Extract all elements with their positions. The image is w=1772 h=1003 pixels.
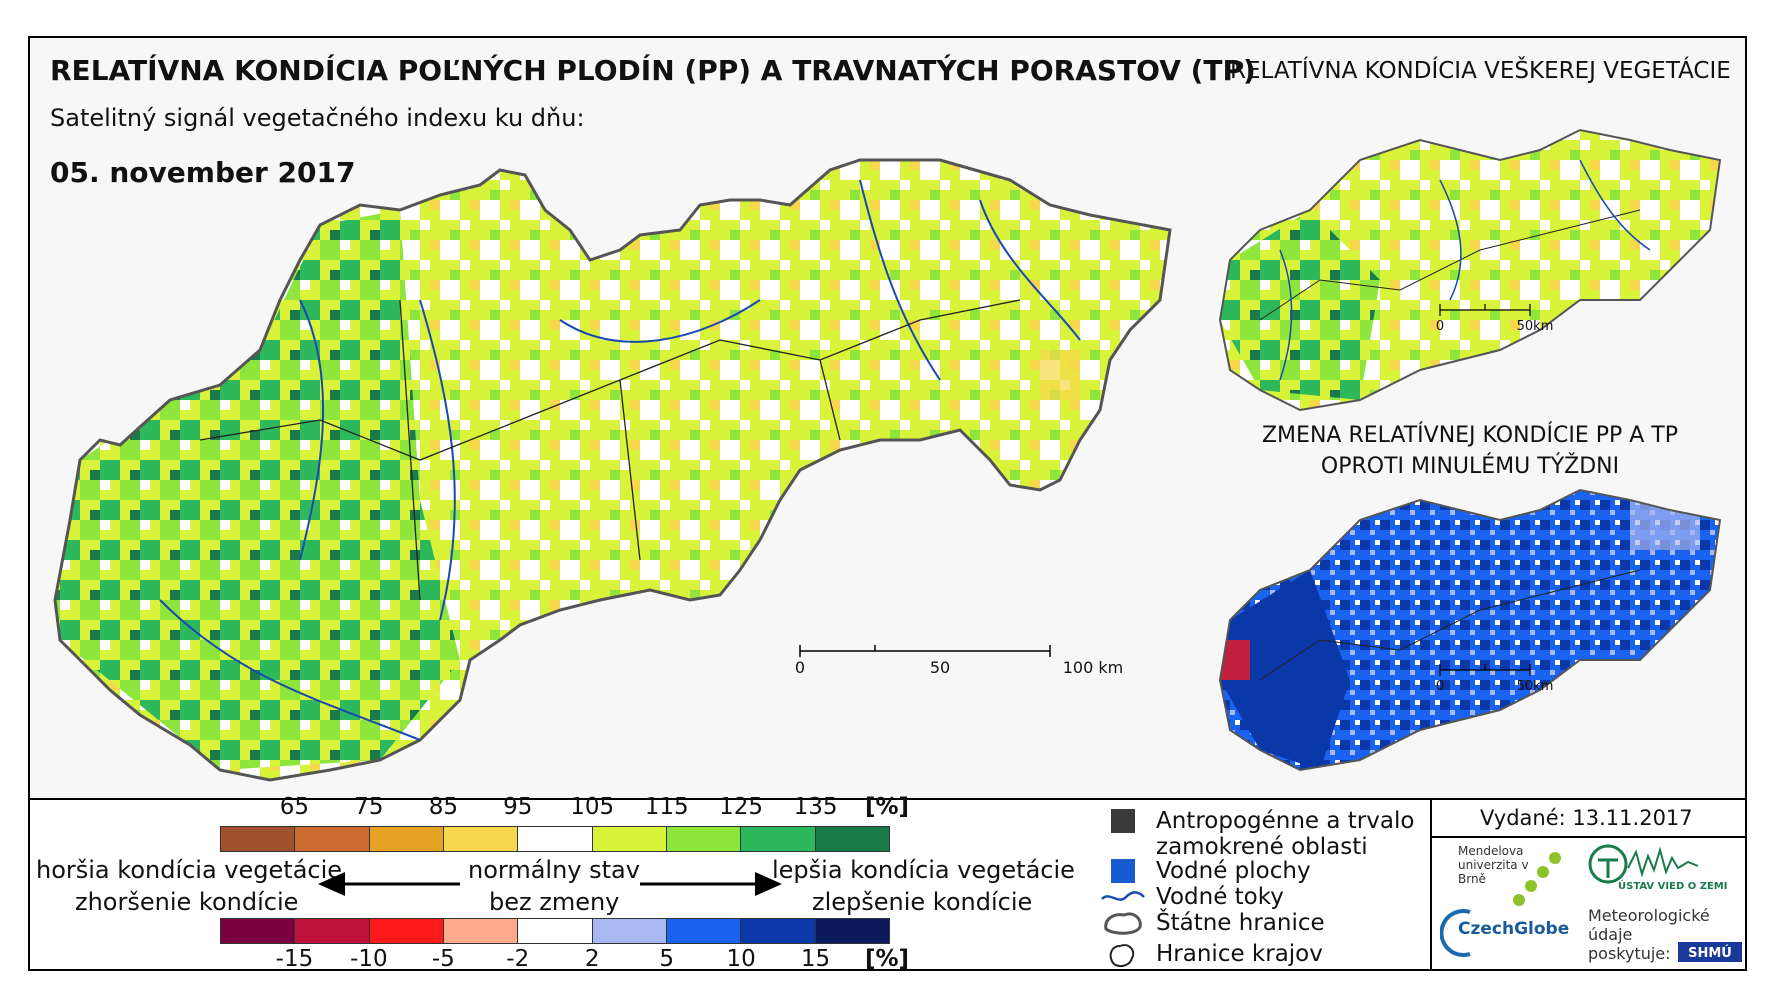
issued-divider — [1430, 836, 1747, 838]
mendel-logo-text: Mendelova univerzita v Brně — [1458, 844, 1529, 886]
legend-region-border: Hranice krajov — [1100, 941, 1323, 967]
shmu-logo-icon: SHMÚ — [1678, 942, 1742, 962]
worsening-label: zhoršenie kondície — [75, 888, 299, 916]
change-tick-label: 5 — [659, 946, 674, 972]
improvement-label: zlepšenie kondície — [812, 888, 1033, 916]
dark-square-icon — [1100, 808, 1146, 834]
change-swatch — [221, 919, 296, 943]
condition-swatch — [741, 827, 816, 851]
inset-top-title: RELATÍVNA KONDÍCIA VEŠKEREJ VEGETÁCIE — [1230, 58, 1731, 84]
change-swatch — [518, 919, 593, 943]
river-line-icon — [1100, 884, 1146, 910]
date-label: 05. november 2017 — [50, 156, 356, 189]
ustav-logo-icon — [1588, 844, 1699, 884]
ustav-logo-text: ÚSTAV VIED O ZEMI — [1618, 881, 1728, 892]
change-unit: [%] — [865, 946, 910, 972]
change-swatch — [443, 919, 519, 943]
condition-tick-label: 105 — [570, 794, 615, 820]
scale-main-100: 100 km — [1063, 658, 1123, 677]
change-tick-label: -10 — [350, 946, 388, 972]
condition-swatch — [295, 827, 370, 851]
main-title: RELATÍVNA KONDÍCIA POĽNÝCH PLODÍN (PP) A… — [50, 54, 1256, 87]
scale-top-50: 50km — [1517, 319, 1554, 334]
legend-rivers: Vodné toky — [1100, 884, 1284, 910]
condition-tick-label: 85 — [428, 794, 458, 820]
change-swatch — [666, 919, 742, 943]
condition-swatch — [443, 827, 519, 851]
scale-bottom-50: 50km — [1517, 679, 1554, 694]
change-colorbar — [220, 918, 890, 944]
condition-swatch — [221, 827, 296, 851]
change-swatch — [369, 919, 444, 943]
better-condition-label: lepšia kondícia vegetácie — [772, 856, 1075, 884]
condition-swatch — [592, 827, 667, 851]
legend-state-border: Štátne hranice — [1100, 910, 1325, 936]
condition-colorbar — [220, 826, 890, 852]
change-swatch — [741, 919, 816, 943]
mendel-logo-icon — [1513, 852, 1561, 906]
condition-swatch — [518, 827, 593, 851]
inset-bottom-title: ZMENA RELATÍVNEJ KONDÍCIE PP A TP OPROTI… — [1261, 423, 1678, 479]
inset-bottom-map: 0 50km — [1219, 489, 1721, 771]
condition-swatch — [815, 827, 889, 851]
change-tick-label: 2 — [584, 946, 600, 972]
condition-swatch — [369, 827, 444, 851]
worse-condition-label: horšia kondícia vegetácie — [36, 856, 343, 884]
legend-water-bodies: Vodné plochy — [1100, 858, 1311, 884]
change-tick-label: -2 — [506, 946, 530, 972]
change-tick-label: 15 — [800, 946, 831, 972]
condition-tick-label: 75 — [354, 794, 384, 820]
inset-top-map: 0 50km — [1219, 129, 1721, 411]
condition-swatch — [666, 827, 742, 851]
legend-anthropogenic: Antropogénne a trvalo zamokrené oblasti — [1100, 808, 1426, 860]
no-change-label: bez zmeny — [489, 888, 620, 916]
condition-tick-label: 135 — [793, 794, 838, 820]
legend-divider — [1430, 798, 1432, 971]
condition-tick-label: 65 — [279, 794, 310, 820]
subtitle: Satelitný signál vegetačného indexu ku d… — [50, 104, 585, 132]
scale-bottom-0: 0 — [1436, 679, 1444, 694]
region-border-icon — [1100, 941, 1146, 967]
czechglobe-logo-text: CzechGlobe — [1458, 919, 1570, 939]
normal-state-label: normálny stav — [468, 856, 640, 884]
change-tick-label: -15 — [275, 946, 314, 972]
meteo-credit-text: Meteorologické údaje poskytuje: — [1588, 906, 1710, 963]
blue-square-icon — [1100, 858, 1146, 884]
issued-date: Vydané: 13.11.2017 — [1480, 806, 1693, 830]
change-swatch — [295, 919, 370, 943]
condition-tick-label: 95 — [503, 794, 533, 820]
czechglobe-logo-icon — [1440, 909, 1471, 957]
change-swatch — [815, 919, 889, 943]
change-swatch — [592, 919, 667, 943]
scale-main-0: 0 — [795, 658, 805, 677]
condition-tick-label: 115 — [644, 794, 689, 820]
scale-top-0: 0 — [1436, 319, 1444, 334]
condition-tick-label: 125 — [719, 794, 764, 820]
condition-unit: [%] — [865, 794, 910, 820]
change-tick-label: -5 — [431, 946, 455, 972]
change-tick-label: 10 — [726, 946, 756, 972]
shmu-logo-text: SHMÚ — [1688, 945, 1732, 961]
main-map: 0 50 100 km — [53, 158, 1172, 782]
scale-main-50: 50 — [930, 658, 950, 677]
state-border-icon — [1100, 910, 1146, 936]
